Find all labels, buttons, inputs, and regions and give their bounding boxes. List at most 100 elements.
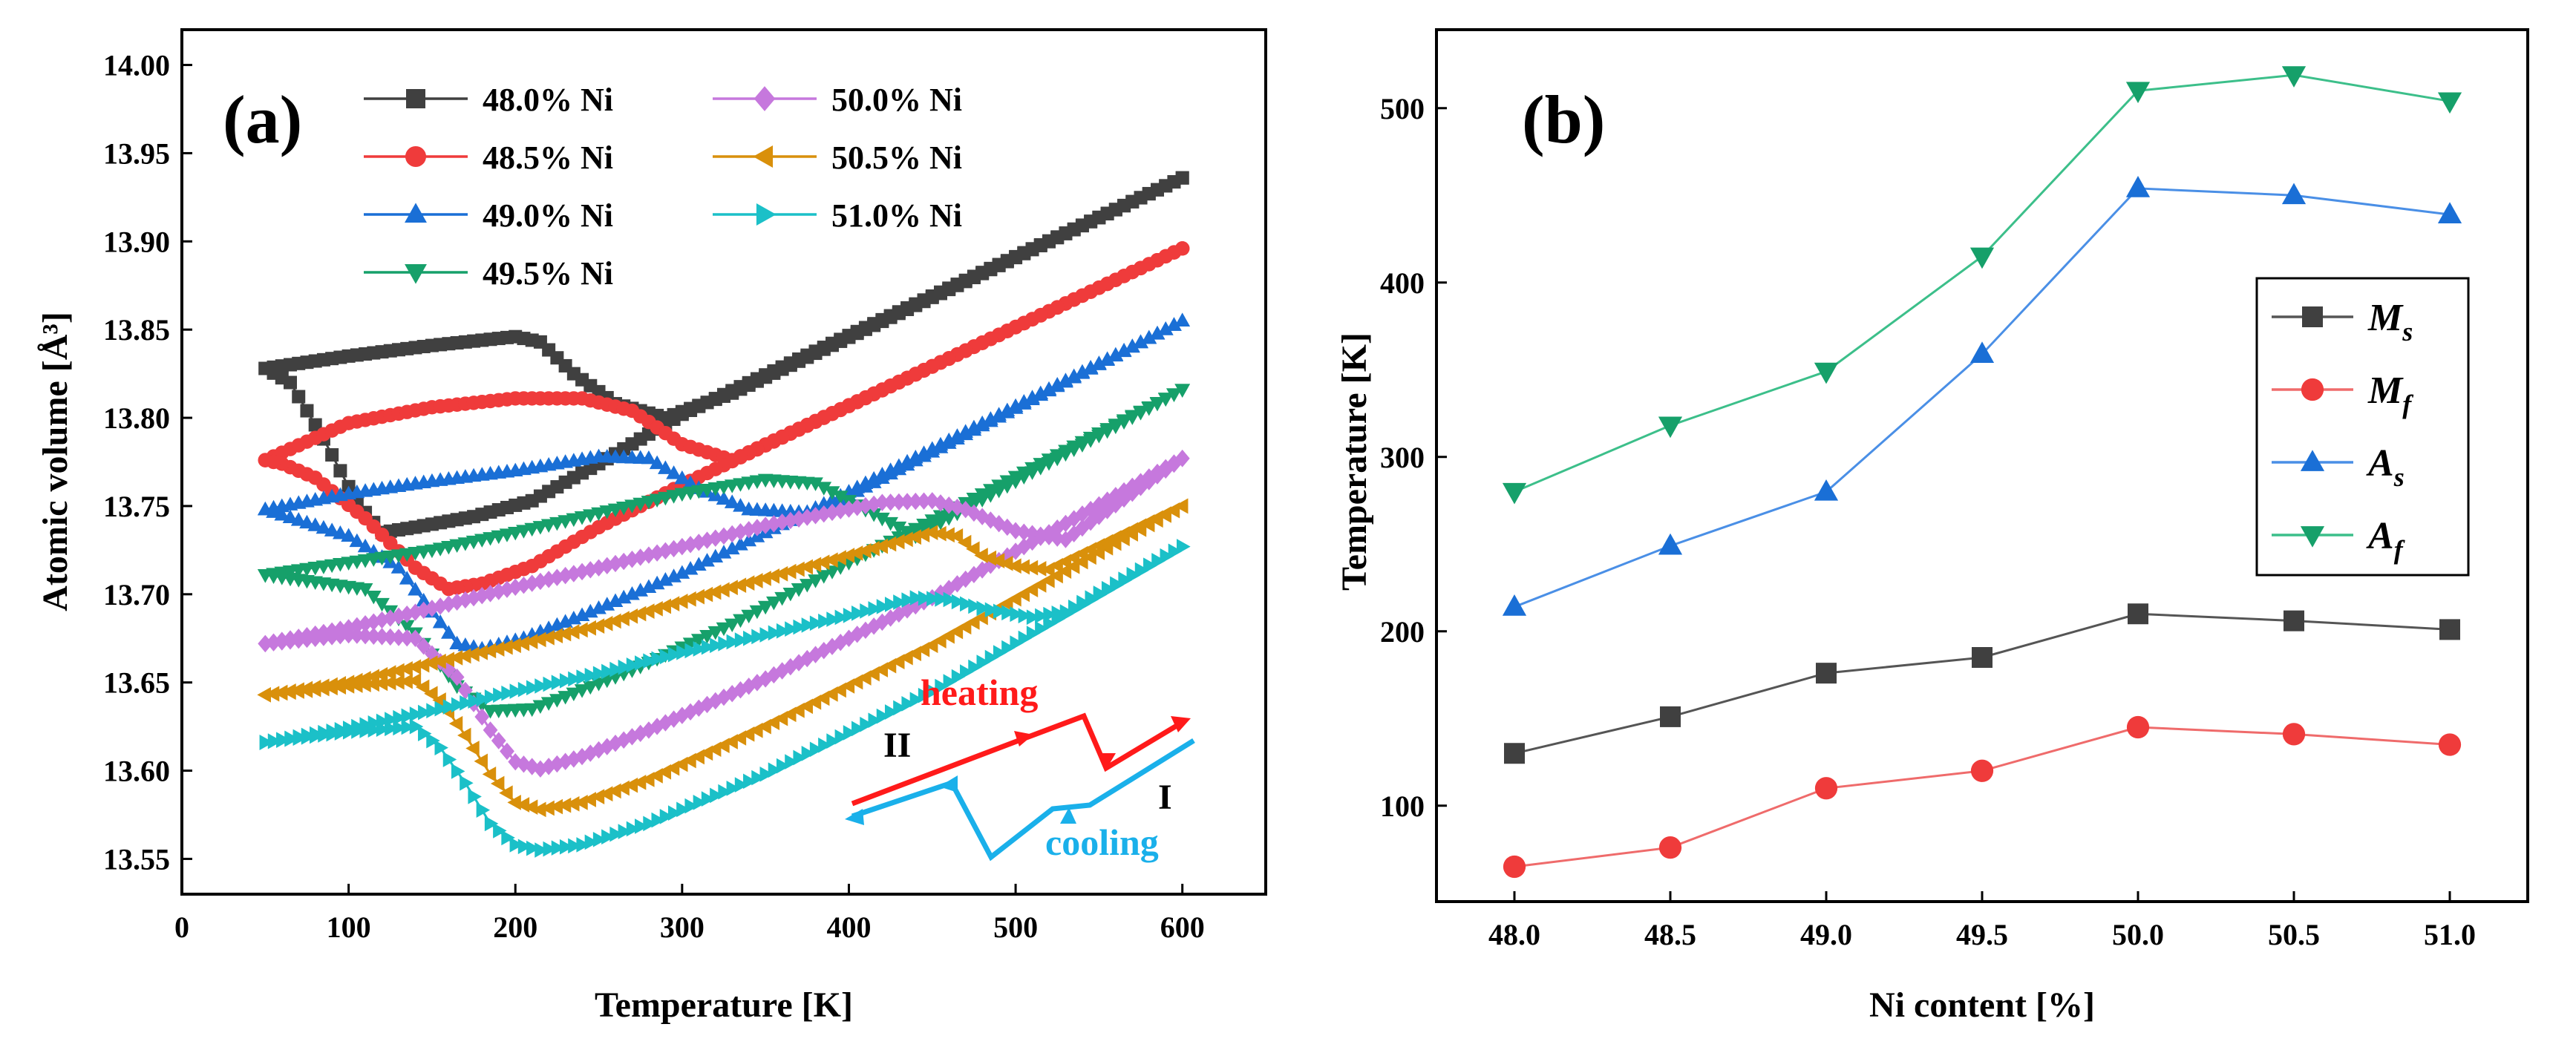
data-point <box>491 732 506 749</box>
data-point <box>832 490 849 505</box>
data-point <box>1174 384 1191 398</box>
data-point <box>448 650 463 666</box>
data-point <box>791 561 805 577</box>
cooling-path <box>851 738 1195 862</box>
data-point <box>615 611 630 626</box>
data-point <box>532 631 546 648</box>
data-point <box>693 641 707 657</box>
data-point <box>1033 528 1048 546</box>
data-point <box>523 799 538 816</box>
data-point <box>941 496 957 514</box>
data-point <box>408 582 423 596</box>
legend-label: 50.5% Ni <box>831 140 962 176</box>
data-point <box>574 607 590 621</box>
data-point <box>876 599 891 614</box>
data-point <box>1108 487 1123 505</box>
data-point <box>258 361 272 375</box>
data-point <box>658 460 673 474</box>
series-50.5-ni <box>257 498 1189 818</box>
data-point <box>632 774 647 790</box>
data-point <box>665 760 680 776</box>
data-point <box>532 801 546 818</box>
data-point <box>509 837 524 853</box>
data-point <box>358 626 373 645</box>
cooling-arrowhead-1 <box>1060 807 1076 824</box>
legend-marker <box>753 145 774 168</box>
data-point <box>1166 454 1182 472</box>
data-point <box>507 795 521 810</box>
data-point <box>924 514 941 528</box>
data-point <box>707 584 722 600</box>
data-point <box>1108 496 1123 513</box>
data-point <box>1658 836 1682 859</box>
data-point <box>557 626 572 642</box>
data-point <box>1049 376 1065 391</box>
data-point <box>849 674 863 690</box>
data-point <box>707 626 724 640</box>
panel-a-x-tick-label: 300 <box>660 910 705 944</box>
data-point <box>990 553 1005 568</box>
data-point <box>741 609 757 624</box>
data-point <box>1024 582 1039 597</box>
data-point <box>1066 525 1082 543</box>
data-point <box>635 818 649 834</box>
data-point <box>826 611 840 627</box>
data-point <box>401 708 416 724</box>
data-point <box>824 552 838 568</box>
panel-a-x-tick-label: 400 <box>826 910 871 944</box>
data-point <box>1141 401 1157 416</box>
data-point <box>849 479 866 493</box>
data-point <box>974 488 990 502</box>
data-point <box>325 447 339 462</box>
panel-b-x-tick-label: 49.5 <box>1956 918 2008 951</box>
data-point <box>674 593 688 609</box>
data-point <box>584 834 599 850</box>
data-point <box>418 726 432 741</box>
data-point <box>582 792 596 807</box>
data-point <box>874 662 889 677</box>
data-point <box>574 622 588 638</box>
panel-a-label: (a) <box>223 82 302 157</box>
data-point <box>1166 388 1182 402</box>
data-point <box>643 653 657 669</box>
heating-path <box>851 712 1182 807</box>
data-point <box>1007 558 1021 574</box>
data-point <box>399 629 415 647</box>
data-point <box>334 725 349 741</box>
data-point <box>765 715 780 731</box>
data-point <box>684 643 699 659</box>
data-point <box>875 493 890 511</box>
data-point <box>782 657 798 676</box>
data-point <box>666 465 681 479</box>
legend-marker <box>2301 378 2324 401</box>
data-point <box>832 682 846 698</box>
data-point <box>310 728 324 744</box>
data-point <box>426 732 440 749</box>
data-point <box>999 555 1013 571</box>
data-point <box>1032 577 1047 593</box>
data-point <box>716 688 731 706</box>
data-point <box>1658 416 1683 439</box>
panel-a-y-tick-label: 13.70 <box>103 578 170 611</box>
data-point <box>1016 466 1032 481</box>
data-point <box>891 534 905 550</box>
data-point <box>833 502 849 519</box>
data-point <box>1091 508 1107 525</box>
cooling-arrowhead-2 <box>939 775 958 793</box>
data-point <box>1149 512 1163 528</box>
data-point <box>976 600 990 617</box>
data-point <box>1814 479 1839 501</box>
data-point <box>799 559 813 575</box>
panel-a-y-axis-label: Atomic volume [Å³] <box>36 312 75 611</box>
data-point <box>598 786 613 802</box>
data-point <box>566 565 581 583</box>
data-point <box>1058 373 1073 387</box>
data-point <box>592 666 607 682</box>
data-point <box>843 607 857 623</box>
legend-label: Af <box>2366 515 2405 565</box>
data-point <box>399 620 415 634</box>
data-point <box>1125 477 1140 496</box>
data-point <box>468 693 482 709</box>
data-point <box>665 596 680 612</box>
data-point <box>1658 533 1683 555</box>
